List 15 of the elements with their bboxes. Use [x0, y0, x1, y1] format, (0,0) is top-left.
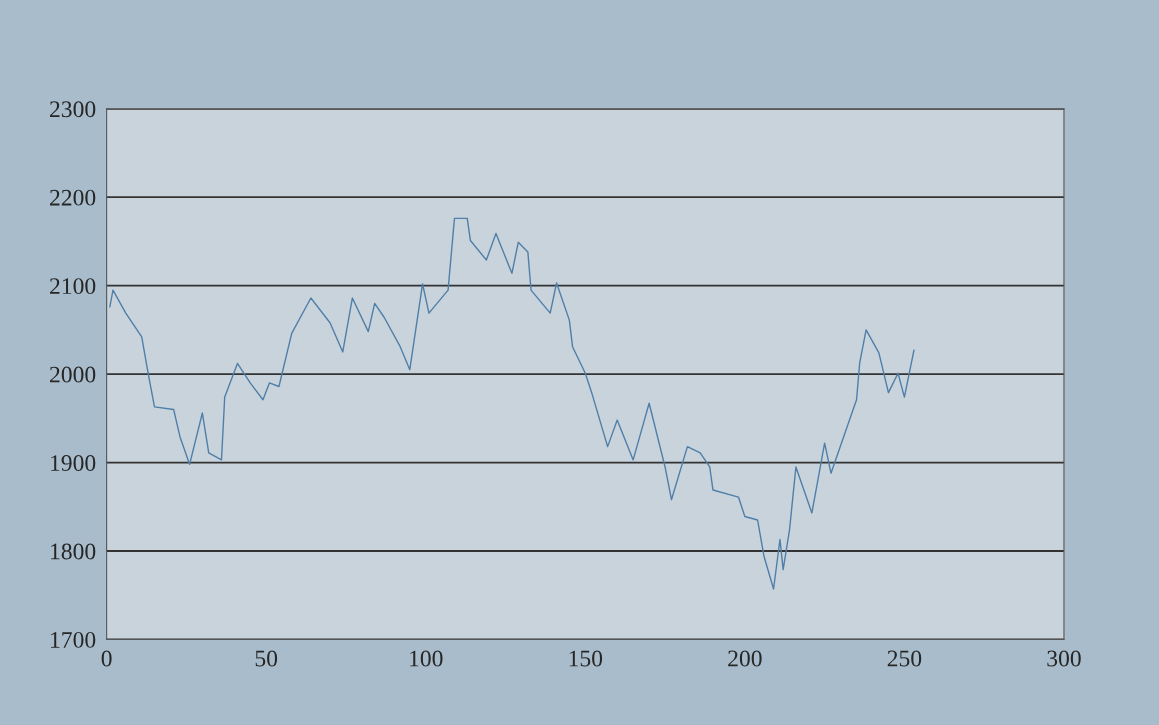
y-tick-label: 1800 [51, 543, 96, 560]
x-tick-label: 300 [1047, 650, 1081, 667]
x-tick-label: 100 [410, 650, 443, 667]
y-tick-label: 2000 [50, 366, 96, 383]
x-tick-label: 250 [887, 650, 922, 667]
x-tick-label: 50 [255, 650, 278, 667]
x-tick-label: 200 [728, 650, 762, 667]
x-tick-label: 150 [569, 650, 603, 667]
y-tick-label: 2200 [50, 189, 96, 206]
y-tick-label: 1900 [51, 455, 96, 471]
x-tick-label: 0 [101, 650, 112, 667]
y-tick-label: 2100 [50, 278, 96, 295]
y-tick-label: 2300 [50, 101, 96, 118]
y-tick-label: 1700 [51, 631, 96, 648]
line-series [109, 217, 915, 590]
